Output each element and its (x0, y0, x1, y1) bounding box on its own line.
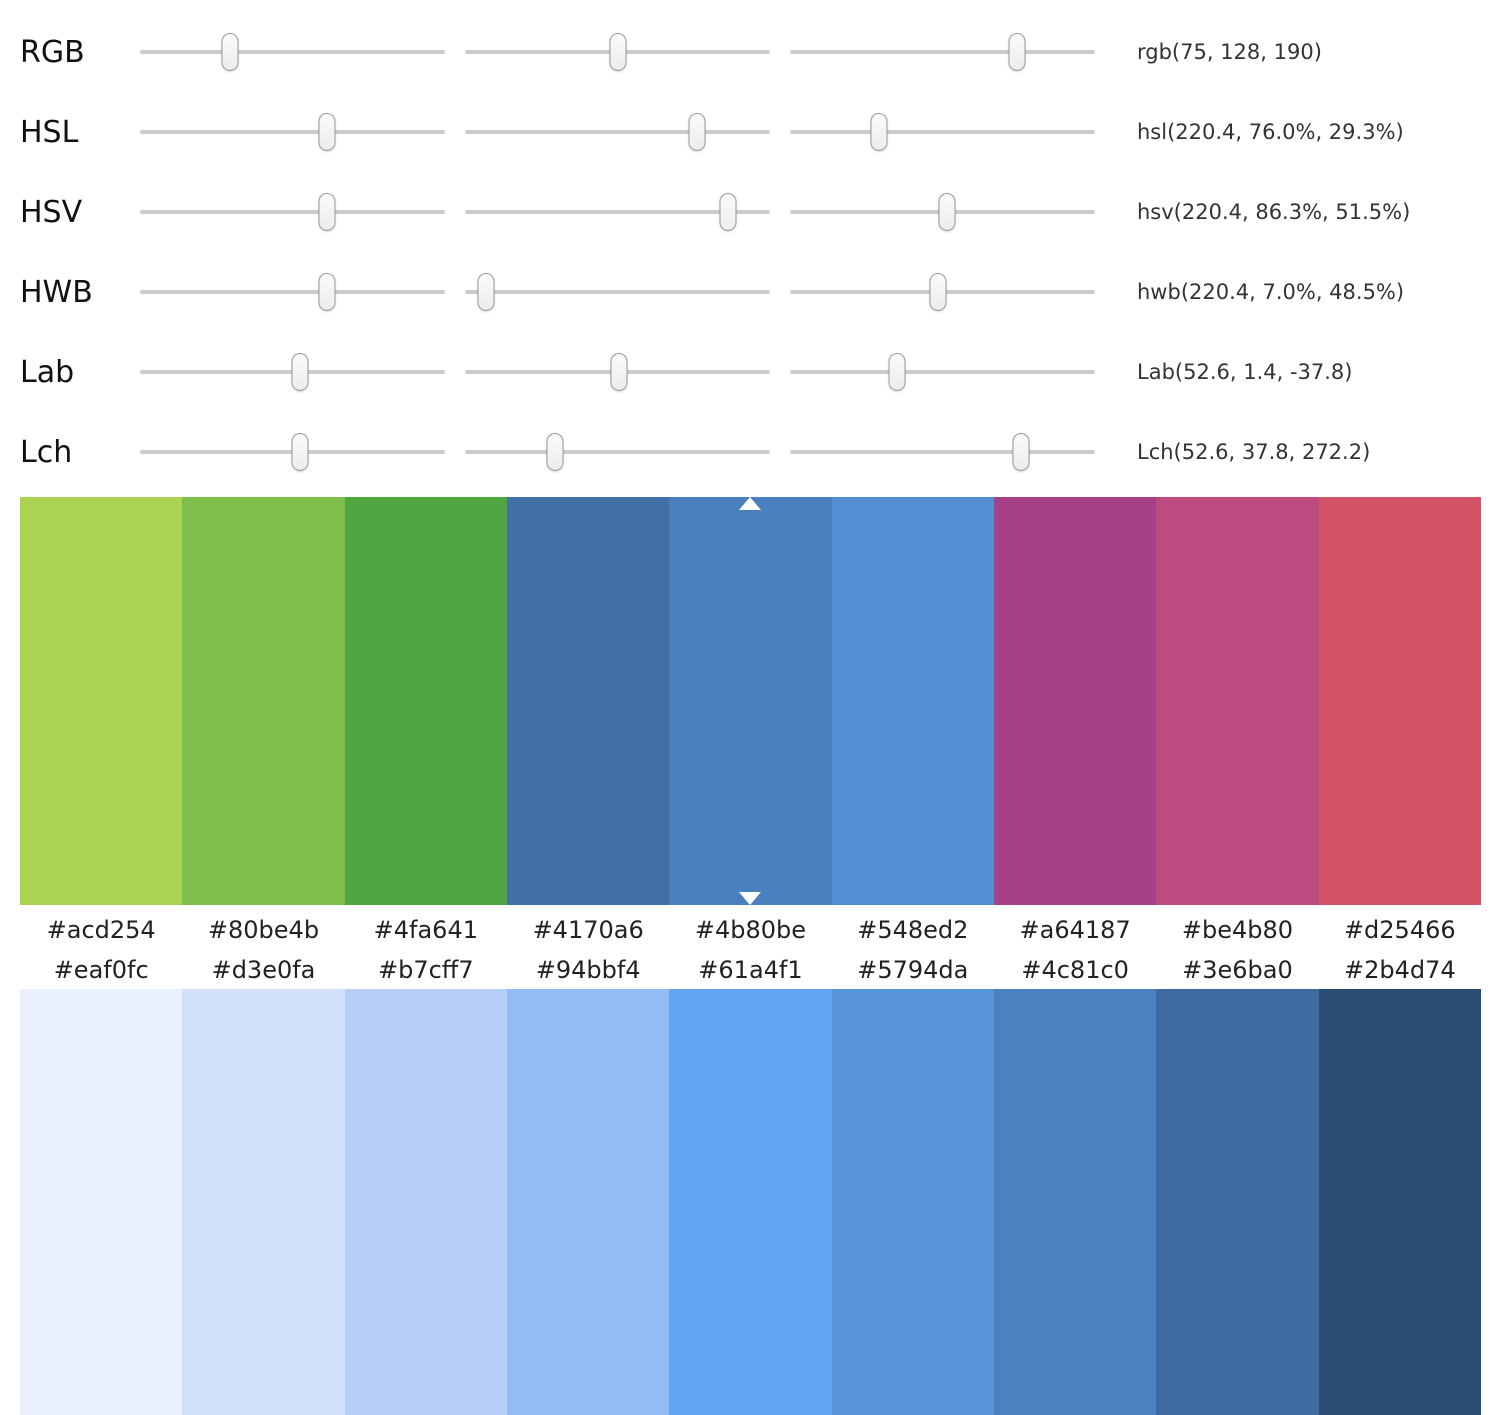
hex-label-be4b80: #be4b80 (1181, 916, 1294, 944)
hwb-slider-track-2[interactable] (465, 273, 770, 311)
hex-label-b7cff7: #b7cff7 (378, 956, 474, 984)
hue-hex-labels: #acd254 #80be4b #4fa641 #4170a6 #4b80be #548e… (20, 905, 1481, 955)
color-value-lab: Lab(52.6, 1.4, -37.8) (1137, 360, 1353, 384)
swatch-eaf0fc[interactable] (20, 989, 183, 1415)
hsv-slider-track-3[interactable] (790, 193, 1095, 231)
hex-label-4170a6: #4170a6 (532, 916, 644, 944)
hsl-slider-track-1[interactable] (140, 113, 445, 151)
hex-label-94bbf4: #94bbf4 (535, 956, 641, 984)
rgb-slider-track-1[interactable] (140, 33, 445, 71)
colorspace-label-hwb: HWB (20, 274, 93, 310)
selected-marker-bottom-icon (739, 892, 762, 905)
swatch-be4b80[interactable] (1156, 497, 1319, 905)
swatch-4fa641[interactable] (344, 497, 507, 905)
swatch-2b4d74[interactable] (1318, 989, 1481, 1415)
hex-label-548ed2: #548ed2 (857, 916, 969, 944)
rgb-slider-track-3[interactable] (790, 33, 1095, 71)
slider-row-lab: Lab Lab(52.6, 1.4, -37.8) (0, 332, 1501, 412)
hex-label-eaf0fc: #eaf0fc (53, 956, 149, 984)
lch-slider-thumb-1[interactable] (291, 433, 309, 471)
hsv-slider-track-2[interactable] (465, 193, 770, 231)
colorspace-label-rgb: RGB (20, 34, 85, 70)
shade-palette (20, 989, 1481, 1415)
hex-label-4fa641: #4fa641 (373, 916, 478, 944)
color-value-hwb: hwb(220.4, 7.0%, 48.5%) (1137, 280, 1405, 304)
slider-panel: RGB rgb(75, 128, 190) HSL hsl(220.4, 76.0%,… (0, 0, 1501, 492)
color-value-hsv: hsv(220.4, 86.3%, 51.5%) (1137, 200, 1411, 224)
swatch-b7cff7[interactable] (344, 989, 507, 1415)
swatch-3e6ba0[interactable] (1156, 989, 1319, 1415)
swatch-548ed2[interactable] (831, 497, 994, 905)
swatch-94bbf4[interactable] (506, 989, 670, 1415)
swatch-80be4b[interactable] (182, 497, 345, 905)
hex-label-3e6ba0: #3e6ba0 (1182, 956, 1293, 984)
hsl-slider-thumb-2[interactable] (688, 113, 706, 151)
rgb-slider-thumb-3[interactable] (1008, 33, 1026, 71)
hue-palette (20, 497, 1481, 905)
hwb-slider-track-3[interactable] (790, 273, 1095, 311)
swatch-4170a6[interactable] (506, 497, 670, 905)
hex-label-80be4b: #80be4b (207, 916, 320, 944)
hex-label-2b4d74: #2b4d74 (1343, 956, 1456, 984)
color-value-rgb: rgb(75, 128, 190) (1137, 40, 1322, 64)
swatch-d3e0fa[interactable] (182, 989, 345, 1415)
hsv-slider-thumb-1[interactable] (318, 193, 336, 231)
slider-row-hsl: HSL hsl(220.4, 76.0%, 29.3%) (0, 92, 1501, 172)
swatch-61a4f1[interactable] (669, 989, 832, 1415)
hsv-slider-thumb-2[interactable] (719, 193, 737, 231)
hsv-slider-track-1[interactable] (140, 193, 445, 231)
lab-slider-track-3[interactable] (790, 353, 1095, 391)
hex-label-d25466: #d25466 (1343, 916, 1456, 944)
lab-slider-track-2[interactable] (465, 353, 770, 391)
color-value-hsl: hsl(220.4, 76.0%, 29.3%) (1137, 120, 1404, 144)
rgb-slider-track-2[interactable] (465, 33, 770, 71)
swatch-5794da[interactable] (831, 989, 994, 1415)
hex-label-acd254: #acd254 (46, 916, 156, 944)
rgb-slider-thumb-2[interactable] (609, 33, 627, 71)
hex-label-d3e0fa: #d3e0fa (211, 956, 316, 984)
colorspace-label-lab: Lab (20, 354, 75, 390)
lch-slider-track-3[interactable] (790, 433, 1095, 471)
swatch-acd254[interactable] (20, 497, 183, 905)
hex-label-5794da: #5794da (857, 956, 969, 984)
swatch-d25466[interactable] (1318, 497, 1481, 905)
slider-row-hsv: HSV hsv(220.4, 86.3%, 51.5%) (0, 172, 1501, 252)
swatch-4c81c0[interactable] (993, 989, 1157, 1415)
slider-row-lch: Lch Lch(52.6, 37.8, 272.2) (0, 412, 1501, 492)
lch-slider-thumb-3[interactable] (1012, 433, 1030, 471)
hsv-slider-thumb-3[interactable] (938, 193, 956, 231)
colorspace-label-lch: Lch (20, 434, 73, 470)
lab-slider-thumb-2[interactable] (610, 353, 628, 391)
hex-label-61a4f1: #61a4f1 (698, 956, 803, 984)
hwb-slider-track-1[interactable] (140, 273, 445, 311)
slider-row-rgb: RGB rgb(75, 128, 190) (0, 12, 1501, 92)
hsl-slider-thumb-3[interactable] (870, 113, 888, 151)
lab-slider-thumb-3[interactable] (888, 353, 906, 391)
lch-slider-thumb-2[interactable] (546, 433, 564, 471)
slider-row-hwb: HWB hwb(220.4, 7.0%, 48.5%) (0, 252, 1501, 332)
rgb-slider-thumb-1[interactable] (221, 33, 239, 71)
hsl-slider-track-2[interactable] (465, 113, 770, 151)
hwb-slider-thumb-2[interactable] (477, 273, 495, 311)
lch-slider-track-1[interactable] (140, 433, 445, 471)
swatch-a64187[interactable] (993, 497, 1157, 905)
lab-slider-thumb-1[interactable] (291, 353, 309, 391)
shade-hex-labels: #eaf0fc #d3e0fa #b7cff7 #94bbf4 #61a4f1 #5794… (20, 955, 1481, 989)
lch-slider-track-2[interactable] (465, 433, 770, 471)
hex-label-a64187: #a64187 (1019, 916, 1131, 944)
hwb-slider-thumb-3[interactable] (929, 273, 947, 311)
hsl-slider-thumb-1[interactable] (318, 113, 336, 151)
lab-slider-track-1[interactable] (140, 353, 445, 391)
hex-label-4b80be: #4b80be (694, 916, 807, 944)
swatch-4b80be[interactable] (669, 497, 832, 905)
colorspace-label-hsv: HSV (20, 194, 83, 230)
color-value-lch: Lch(52.6, 37.8, 272.2) (1137, 440, 1371, 464)
selected-marker-top-icon (739, 497, 762, 510)
hsl-slider-track-3[interactable] (790, 113, 1095, 151)
hex-label-4c81c0: #4c81c0 (1021, 956, 1129, 984)
colorspace-label-hsl: HSL (20, 114, 79, 150)
hwb-slider-thumb-1[interactable] (318, 273, 336, 311)
